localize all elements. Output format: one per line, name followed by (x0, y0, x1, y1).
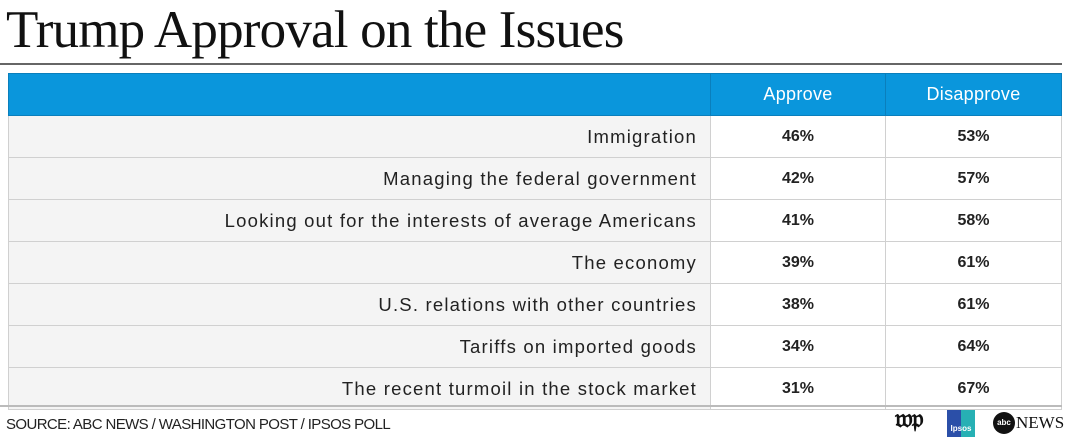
issue-cell: The economy (8, 241, 711, 284)
approve-cell: 39% (710, 241, 886, 284)
table-header-row: Approve Disapprove (8, 73, 1062, 116)
table-row: The economy 39% 61% (8, 241, 1062, 284)
approve-cell: 38% (710, 283, 886, 326)
disapprove-cell: 61% (885, 283, 1062, 326)
table-row: Managing the federal government 42% 57% (8, 157, 1062, 200)
table-row: Tariffs on imported goods 34% 64% (8, 325, 1062, 368)
abc-news-logo: abc NEWS (993, 412, 1064, 434)
issue-cell: Looking out for the interests of average… (8, 199, 711, 242)
disapprove-cell: 57% (885, 157, 1062, 200)
disapprove-cell: 53% (885, 115, 1062, 158)
header-issue (8, 73, 711, 116)
header-approve: Approve (710, 73, 886, 116)
title-divider (0, 63, 1062, 65)
approval-table: Approve Disapprove Immigration 46% 53% Mana… (8, 73, 1062, 410)
disapprove-cell: 64% (885, 325, 1062, 368)
footer-divider (0, 405, 1062, 407)
disapprove-cell: 58% (885, 199, 1062, 242)
washington-post-logo: 𝔴𝔭 (895, 404, 924, 433)
source-note: SOURCE: ABC NEWS / WASHINGTON POST / IPS… (6, 416, 391, 433)
abc-logo-news: NEWS (1016, 413, 1065, 432)
ipsos-logo: Ipsos (947, 410, 975, 437)
disapprove-cell: 61% (885, 241, 1062, 284)
abc-logo-circle: abc (993, 412, 1015, 434)
approve-cell: 42% (710, 157, 886, 200)
approve-cell: 46% (710, 115, 886, 158)
disapprove-cell: 67% (885, 367, 1062, 410)
chart-title: Trump Approval on the Issues (6, 1, 624, 59)
issue-cell: Immigration (8, 115, 711, 158)
table-row: The recent turmoil in the stock market 31… (8, 367, 1062, 410)
header-disapprove: Disapprove (885, 73, 1062, 116)
issue-cell: U.S. relations with other countries (8, 283, 711, 326)
issue-cell: Managing the federal government (8, 157, 711, 200)
issue-cell: The recent turmoil in the stock market (8, 367, 711, 410)
issue-cell: Tariffs on imported goods (8, 325, 711, 368)
table-row: U.S. relations with other countries 38% 61… (8, 283, 1062, 326)
table-row: Immigration 46% 53% (8, 115, 1062, 158)
table-row: Looking out for the interests of average… (8, 199, 1062, 242)
approve-cell: 31% (710, 367, 886, 410)
approve-cell: 41% (710, 199, 886, 242)
approve-cell: 34% (710, 325, 886, 368)
